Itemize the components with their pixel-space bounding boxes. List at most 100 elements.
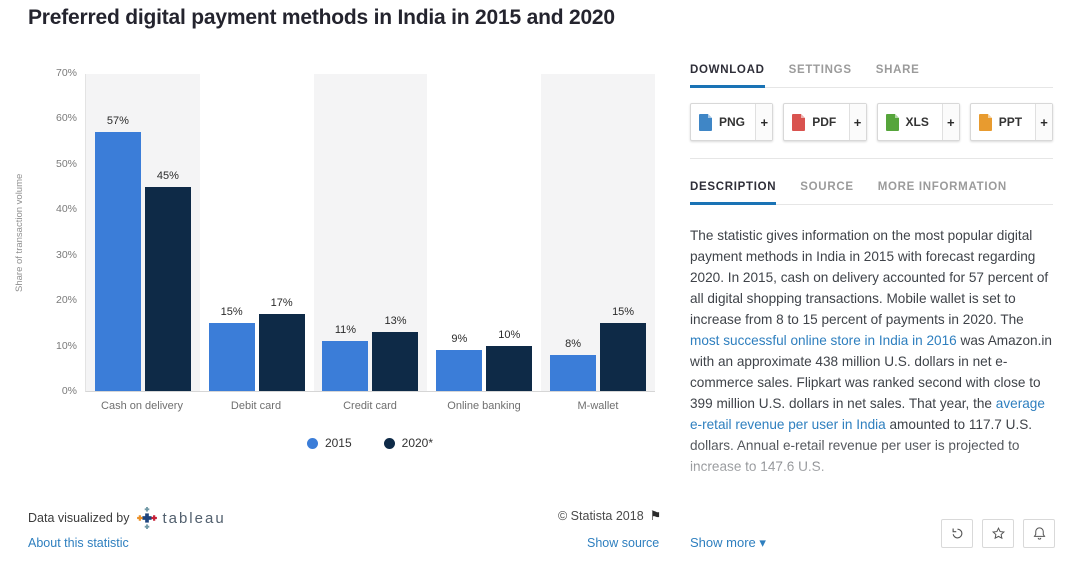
legend-label: 2020* xyxy=(401,436,434,450)
tab-download[interactable]: DOWNLOAD xyxy=(690,64,765,88)
bar-value-label: 15% xyxy=(220,305,243,318)
legend-label: 2015 xyxy=(324,436,352,450)
star-icon xyxy=(991,527,1005,540)
history-icon xyxy=(952,528,962,539)
side-panel: DOWNLOAD SETTINGS SHARE PNG + PDF + XLS + PPT +… xyxy=(690,64,1053,497)
download-xls-button[interactable]: XLS + xyxy=(876,103,960,141)
png-file-icon xyxy=(699,113,712,131)
tableau-wordmark: tableau xyxy=(162,509,226,527)
download-png-button[interactable]: PNG + xyxy=(690,103,774,141)
bar-2015[interactable]: 57% xyxy=(94,115,141,391)
bar-value-label: 10% xyxy=(498,328,521,341)
legend-item: 2020* xyxy=(383,436,434,450)
download-pdf-button[interactable]: PDF + xyxy=(783,103,867,141)
info-tab-bar: DESCRIPTION SOURCE MORE INFORMATION xyxy=(690,181,1053,205)
chart-plot-area: Share of transaction volume 57% 45% 15% 17%… xyxy=(14,67,655,397)
download-format-label: XLS xyxy=(905,115,929,129)
tab-source[interactable]: SOURCE xyxy=(800,181,854,193)
category-label: Online banking xyxy=(447,400,521,412)
download-buttons: PNG + PDF + XLS + PPT + xyxy=(690,103,1053,141)
visualized-by-label: Data visualized by xyxy=(28,511,130,525)
bar-value-label: 8% xyxy=(565,337,582,350)
category-label: M-wallet xyxy=(577,400,619,412)
bar-2020[interactable]: 45% xyxy=(144,170,191,391)
y-axis-tick: 0% xyxy=(61,385,77,397)
history-button[interactable] xyxy=(941,519,973,548)
tableau-mark-icon xyxy=(137,507,158,529)
y-axis-tick: 40% xyxy=(55,203,77,216)
bar-value-label: 15% xyxy=(612,305,635,318)
bar-value-label: 11% xyxy=(334,324,357,337)
add-icon[interactable]: + xyxy=(1035,104,1052,140)
bar-2015[interactable]: 11% xyxy=(322,324,369,391)
favorite-button[interactable] xyxy=(982,519,1014,548)
tab-more-information[interactable]: MORE INFORMATION xyxy=(877,181,1007,193)
pdf-file-icon xyxy=(792,113,806,131)
category-band: 15% 17% xyxy=(200,74,314,391)
y-axis-tick: 70% xyxy=(55,67,77,79)
download-ppt-button[interactable]: PPT + xyxy=(969,103,1053,141)
description-text: was Amazon.in with an approximate 438 mi… xyxy=(690,333,1052,411)
copyright: © Statista 2018 ⚑ xyxy=(558,508,661,524)
show-more-link[interactable]: Show more ▾ xyxy=(690,535,766,550)
description-link[interactable]: most successful online store in India in… xyxy=(690,333,957,348)
description-text: The statistic gives information on the m… xyxy=(690,228,1049,327)
y-axis-tick: 60% xyxy=(55,112,77,125)
add-icon[interactable]: + xyxy=(848,104,866,140)
x-axis-labels: Cash on delivery Debit card Credit card Onl… xyxy=(85,400,655,412)
add-icon[interactable]: + xyxy=(755,104,773,140)
bar-2015[interactable]: 9% xyxy=(436,333,483,391)
bar-2015[interactable]: 8% xyxy=(550,338,597,391)
category-label: Debit card xyxy=(230,400,282,412)
tableau-logo: tableau xyxy=(136,507,225,529)
bar-2015[interactable]: 15% xyxy=(208,306,255,391)
category-band: 9% 10% xyxy=(427,74,541,391)
tab-description[interactable]: DESCRIPTION xyxy=(690,181,777,205)
description-text-block: The statistic gives information on the m… xyxy=(690,225,1053,497)
legend-item: 2015 xyxy=(306,436,352,450)
bar-value-label: 9% xyxy=(451,333,468,346)
y-axis-tick: 10% xyxy=(55,339,77,352)
bar-value-label: 57% xyxy=(106,115,129,128)
statista-flag-icon: ⚑ xyxy=(649,508,662,523)
category-label: Cash on delivery xyxy=(101,400,183,412)
category-band: 8% 15% xyxy=(541,74,655,391)
bar-2020[interactable]: 13% xyxy=(372,315,419,391)
action-buttons xyxy=(941,519,1055,548)
bar-2020[interactable]: 10% xyxy=(486,329,533,391)
download-format-label: PDF xyxy=(812,115,837,129)
bar-2020[interactable]: 17% xyxy=(258,297,305,391)
description-link[interactable]: average e-retail revenue per user in Ind… xyxy=(690,396,1045,432)
bell-icon xyxy=(1033,527,1045,540)
visualized-by: Data visualized by tableau xyxy=(28,507,226,529)
caret-down-icon: ▾ xyxy=(759,535,766,550)
bar-2020[interactable]: 15% xyxy=(600,306,647,391)
y-axis-tick: 50% xyxy=(55,157,77,170)
add-icon[interactable]: + xyxy=(941,104,959,140)
y-axis-title: Share of transaction volume xyxy=(14,173,25,292)
ppt-file-icon xyxy=(978,113,992,131)
chart-legend: 2015 2020* xyxy=(85,436,655,450)
tab-share[interactable]: SHARE xyxy=(875,64,920,76)
copyright-text: © Statista 2018 xyxy=(558,509,644,523)
download-format-label: PNG xyxy=(719,115,746,129)
legend-dot xyxy=(306,437,318,449)
legend-dot xyxy=(383,437,395,449)
bar-value-label: 17% xyxy=(270,296,293,309)
category-band: 57% 45% xyxy=(86,74,200,391)
bar-value-label: 13% xyxy=(384,314,407,327)
download-format-label: PPT xyxy=(998,115,1023,129)
notification-button[interactable] xyxy=(1023,519,1055,548)
xls-file-icon xyxy=(885,113,899,131)
download-tab-bar: DOWNLOAD SETTINGS SHARE xyxy=(690,64,1053,88)
category-band: 11% 13% xyxy=(313,74,428,391)
bar-groups: 57% 45% 15% 17% 11% 13% 9% 10% 8% 15% xyxy=(86,74,655,391)
category-label: Credit card xyxy=(343,400,397,412)
show-source-link[interactable]: Show source xyxy=(587,536,660,550)
tab-settings[interactable]: SETTINGS xyxy=(788,64,852,76)
divider xyxy=(690,158,1053,159)
y-axis-tick: 30% xyxy=(55,248,77,261)
y-axis-tick: 20% xyxy=(55,294,77,307)
page-title: Preferred digital payment methods in Ind… xyxy=(28,6,615,29)
about-this-statistic-link[interactable]: About this statistic xyxy=(28,536,129,550)
